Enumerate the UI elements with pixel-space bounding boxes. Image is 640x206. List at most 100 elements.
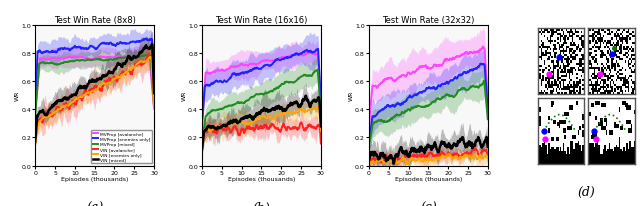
VIN [avalanche]: [474, 151, 481, 153]
VIN [enemies only]: [473, 158, 481, 160]
MVProp [avalanche]: [436, 64, 444, 67]
MVProp [avalanche]: [102, 57, 109, 59]
MVProp [enemies only]: [317, 102, 324, 104]
VIN [enemies only]: [317, 130, 324, 132]
VIN [avalanche]: [139, 63, 147, 66]
VIN [avalanche]: [484, 155, 492, 157]
Line: MVProp [enemies only]: MVProp [enemies only]: [369, 64, 488, 140]
MVProp [mixed]: [365, 142, 373, 144]
VIN [mixed]: [484, 146, 492, 148]
MVProp [enemies only]: [306, 51, 314, 53]
MVProp [enemies only]: [365, 139, 372, 142]
MVProp [avalanche]: [317, 102, 324, 104]
Title: Test Win Rate (8x8): Test Win Rate (8x8): [54, 16, 136, 25]
MVProp [mixed]: [198, 140, 206, 142]
VIN [avalanche]: [365, 162, 372, 164]
MVProp [avalanche]: [479, 46, 487, 48]
MVProp [avalanche]: [136, 55, 143, 57]
MVProp [mixed]: [31, 115, 39, 117]
VIN [mixed]: [466, 141, 474, 143]
MVProp [avalanche]: [438, 65, 445, 68]
VIN [avalanche]: [269, 124, 276, 127]
VIN [enemies only]: [315, 105, 323, 108]
VIN [mixed]: [271, 109, 278, 112]
VIN [avalanche]: [269, 124, 276, 127]
VIN [enemies only]: [32, 139, 40, 142]
MVProp [enemies only]: [298, 53, 306, 55]
VIN [mixed]: [198, 148, 206, 150]
VIN [mixed]: [365, 160, 372, 162]
VIN [mixed]: [390, 163, 397, 165]
MVProp [enemies only]: [269, 64, 276, 66]
MVProp [enemies only]: [436, 85, 444, 88]
VIN [mixed]: [436, 145, 444, 148]
VIN [enemies only]: [198, 145, 206, 147]
VIN [enemies only]: [131, 66, 139, 68]
MVProp [avalanche]: [32, 105, 40, 107]
VIN [enemies only]: [365, 163, 372, 166]
MVProp [mixed]: [317, 112, 324, 114]
VIN [mixed]: [298, 102, 306, 104]
Title: Test Win Rate (32x32): Test Win Rate (32x32): [382, 16, 474, 25]
VIN [mixed]: [131, 57, 139, 60]
MVProp [enemies only]: [31, 109, 39, 112]
MVProp [enemies only]: [32, 99, 40, 102]
VIN [avalanche]: [104, 80, 112, 83]
VIN [mixed]: [102, 74, 110, 77]
MVProp [mixed]: [269, 91, 276, 93]
VIN [mixed]: [317, 125, 324, 128]
VIN [enemies only]: [271, 116, 278, 118]
Line: VIN [avalanche]: VIN [avalanche]: [202, 123, 321, 146]
VIN [avalanche]: [317, 143, 324, 145]
VIN [avalanche]: [472, 148, 479, 150]
MVProp [avalanche]: [104, 56, 112, 59]
MVProp [avalanche]: [473, 51, 481, 54]
Line: MVProp [enemies only]: MVProp [enemies only]: [202, 50, 321, 123]
MVProp [avalanche]: [365, 120, 373, 122]
VIN [mixed]: [104, 73, 112, 75]
Y-axis label: WR: WR: [349, 91, 353, 101]
Line: VIN [avalanche]: VIN [avalanche]: [369, 149, 488, 164]
MVProp [enemies only]: [477, 63, 485, 66]
MVProp [mixed]: [102, 59, 110, 62]
MVProp [mixed]: [32, 110, 40, 112]
VIN [enemies only]: [139, 61, 147, 64]
Line: MVProp [mixed]: MVProp [mixed]: [202, 70, 321, 141]
MVProp [avalanche]: [271, 60, 278, 63]
VIN [enemies only]: [306, 109, 314, 111]
VIN [enemies only]: [102, 83, 109, 85]
VIN [avalanche]: [198, 141, 206, 144]
MVProp [enemies only]: [269, 63, 276, 65]
MVProp [avalanche]: [198, 118, 206, 121]
Text: (b): (b): [253, 201, 270, 206]
Line: MVProp [enemies only]: MVProp [enemies only]: [35, 39, 154, 110]
Line: VIN [enemies only]: VIN [enemies only]: [369, 154, 488, 164]
MVProp [mixed]: [104, 59, 112, 62]
MVProp [enemies only]: [484, 110, 492, 112]
MVProp [enemies only]: [271, 60, 278, 63]
Line: MVProp [mixed]: MVProp [mixed]: [369, 81, 488, 145]
MVProp [mixed]: [298, 76, 306, 78]
MVProp [enemies only]: [438, 84, 445, 86]
VIN [mixed]: [148, 44, 156, 46]
VIN [enemies only]: [269, 117, 276, 120]
MVProp [mixed]: [365, 144, 372, 146]
VIN [mixed]: [150, 92, 158, 95]
MVProp [avalanche]: [102, 57, 110, 59]
MVProp [mixed]: [269, 90, 276, 93]
MVProp [avalanche]: [150, 107, 158, 110]
VIN [mixed]: [302, 95, 310, 97]
VIN [enemies only]: [31, 142, 39, 145]
VIN [avalanche]: [102, 84, 110, 86]
MVProp [avalanche]: [435, 66, 443, 68]
MVProp [avalanche]: [269, 60, 276, 63]
X-axis label: Episodes (thousands): Episodes (thousands): [228, 176, 295, 181]
VIN [mixed]: [269, 108, 276, 110]
MVProp [enemies only]: [314, 48, 321, 51]
VIN [avalanche]: [436, 155, 444, 157]
MVProp [mixed]: [150, 105, 158, 107]
MVProp [avalanche]: [365, 124, 372, 127]
VIN [enemies only]: [445, 153, 452, 155]
VIN [mixed]: [483, 136, 490, 139]
MVProp [avalanche]: [484, 101, 492, 104]
